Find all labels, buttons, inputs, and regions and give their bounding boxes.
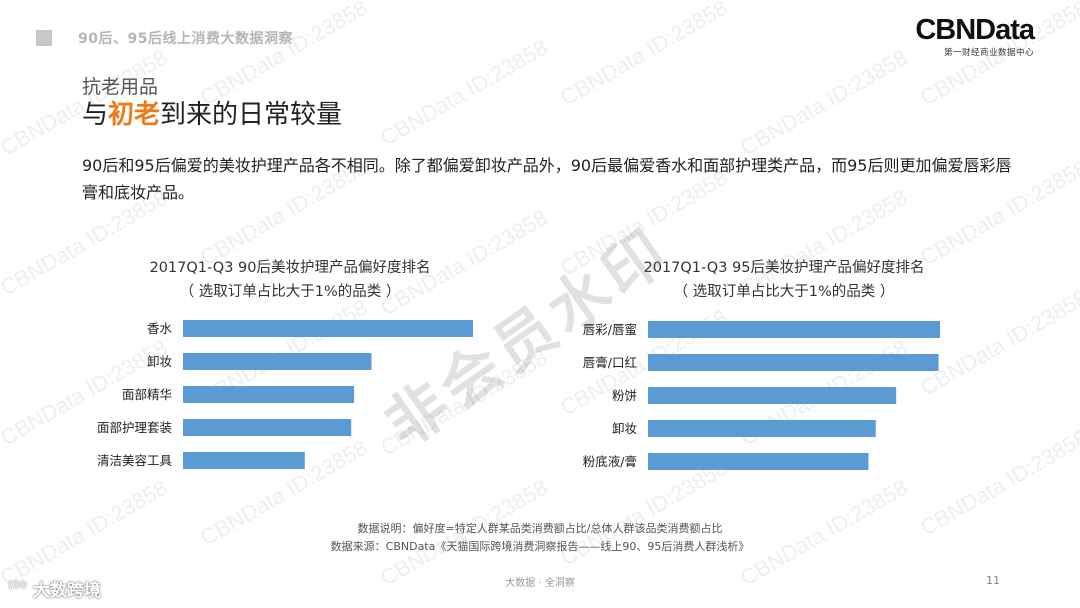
- data-notes: 数据说明：偏好度=特定人群某品类消费额占比/总体人群该品类消费额占比 数据来源：…: [0, 520, 1080, 556]
- chart-right-subtitle: （ 选取订单占比大于1%的品类 ）: [673, 284, 895, 300]
- chart-left-bar: [183, 320, 473, 337]
- chart-left-category-label: 卸妆: [147, 354, 172, 369]
- chart-left-category-label: 香水: [147, 321, 173, 336]
- logo-sub-text: 第一财经商业数据中心: [943, 48, 1034, 58]
- footer-tagline: 大数据 · 全洞察: [505, 578, 575, 589]
- chart-right-category-label: 唇彩/唇蜜: [583, 322, 637, 337]
- chart-right-category-label: 卸妆: [612, 421, 637, 436]
- headline-prefix: 与: [82, 100, 109, 130]
- logo-main-text: CBNData: [915, 14, 1035, 46]
- data-note-definition: 数据说明：偏好度=特定人群某品类消费额占比/总体人群该品类消费额占比: [357, 522, 723, 535]
- brand-text: 大数跨境: [32, 581, 101, 601]
- header-square-icon: [36, 30, 52, 46]
- chart-right-title-block: 2017Q1-Q3 95后美妆护理产品偏好度排名 （ 选取订单占比大于1%的品类…: [594, 256, 974, 304]
- chart-right-category-label: 唇膏/口红: [583, 355, 637, 370]
- header-title: 90后、95后线上消费大数据洞察: [78, 31, 293, 47]
- chart-left-category-label: 面部护理套装: [97, 420, 172, 435]
- summary-text: 90后和95后偏爱的美妆护理产品各不相同。除了都偏爱卸妆产品外，90后最偏爱香水…: [82, 156, 1012, 202]
- chart-right-bar: [648, 321, 940, 338]
- chart-right-category-label: 粉底液/膏: [583, 454, 637, 469]
- headline-accent: 初老: [108, 100, 161, 130]
- chart-right-bar: [648, 387, 897, 404]
- chart-left-category-label: 清洁美容工具: [97, 453, 173, 468]
- chart-left-title-block: 2017Q1-Q3 90后美妆护理产品偏好度排名 （ 选取订单占比大于1%的品类…: [100, 256, 480, 304]
- page-number: 11: [986, 574, 1000, 587]
- headline-suffix: 到来的日常较量: [160, 100, 343, 130]
- chart-left-bar: [183, 419, 352, 436]
- chart-right-title: 2017Q1-Q3 95后美妆护理产品偏好度排名: [643, 260, 925, 276]
- chart-right-bar: [648, 453, 869, 470]
- chart-right-category-label: 粉饼: [612, 388, 637, 403]
- bottom-brand: ⁽⁰⁰ 大数跨境: [8, 576, 101, 601]
- section-label: 抗老用品: [82, 76, 159, 98]
- chart-left-bar: [183, 386, 355, 403]
- chart-left-title: 2017Q1-Q3 90后美妆护理产品偏好度排名: [149, 260, 431, 276]
- page-headline: 与初老到来的日常较量: [82, 94, 342, 131]
- chart-left-bar: [183, 452, 305, 469]
- brand-logo-icon: ⁽⁰⁰: [8, 578, 27, 599]
- chart-right-bar: [648, 354, 939, 371]
- cbndata-logo: CBNData 第一财经商业数据中心: [915, 14, 1035, 59]
- chart-left-bar: [183, 353, 372, 370]
- chart-left-subtitle: （ 选取订单占比大于1%的品类 ）: [179, 284, 401, 300]
- chart-right-bar: [648, 420, 876, 437]
- chart-left-category-label: 面部精华: [122, 387, 172, 402]
- data-note-source: 数据来源：CBNData《天猫国际跨境消费洞察报告——线上90、95后消费人群浅…: [330, 540, 750, 553]
